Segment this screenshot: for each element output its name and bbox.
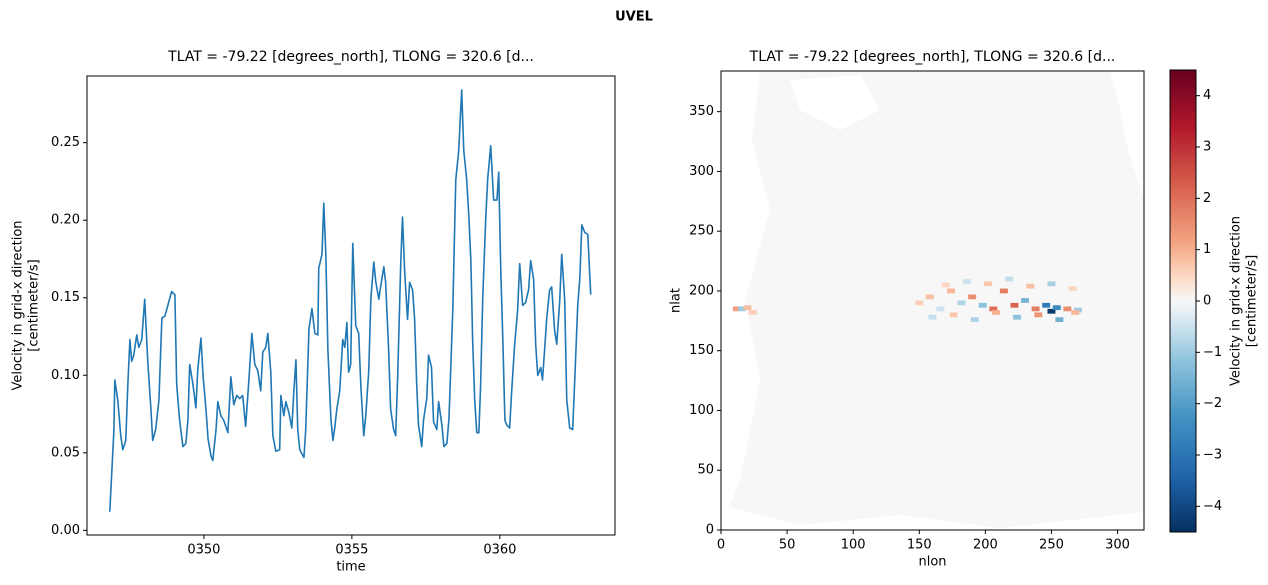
heatmap-cell	[1031, 306, 1040, 312]
heatmap-cell	[1034, 312, 1043, 318]
colorbar-tick-label: −1	[1203, 345, 1222, 360]
y-tick-label: 250	[689, 224, 714, 239]
heatmap-cell	[1013, 314, 1022, 320]
y-tick-label: 200	[689, 283, 714, 298]
x-axis-label: nlon	[918, 555, 946, 570]
colorbar-tick-label: −2	[1203, 396, 1222, 411]
x-tick-label: 0355	[335, 543, 368, 558]
heatmap-cell	[949, 312, 958, 318]
land-mask	[790, 75, 880, 130]
y-tick-label: 0.20	[51, 213, 80, 228]
heatmap-cell	[978, 302, 987, 308]
y-axis-label: nlat	[669, 288, 684, 313]
heatmap-cell	[743, 305, 752, 311]
data-line	[108, 89, 592, 512]
x-tick-label: 0350	[187, 543, 220, 558]
axes-frame	[720, 70, 1145, 531]
heatmap-cell	[968, 294, 977, 300]
y-tick-label: 0.10	[51, 368, 80, 383]
colorbar-tick-label: 2	[1203, 191, 1211, 206]
colorbar-tick-label: 4	[1203, 88, 1211, 103]
heatmap-cell	[984, 281, 992, 287]
heatmap-cell	[1068, 286, 1077, 291]
heatmap-cell	[928, 314, 937, 320]
heatmap-cell	[957, 300, 966, 306]
colorbar-label: Velocity in grid-x direction	[1229, 216, 1244, 386]
heatmap-cell	[962, 278, 971, 284]
heatmap-cell	[947, 288, 955, 294]
y-tick-label: 150	[689, 343, 714, 358]
y-tick-label: 50	[697, 463, 714, 478]
heatmap-cell	[1042, 302, 1051, 308]
field-layer	[721, 71, 1144, 530]
axes-title: TLAT = -79.22 [degrees_north], TLONG = 3…	[167, 49, 534, 65]
heatmap-cell	[936, 306, 945, 312]
y-tick-label: 350	[689, 104, 714, 119]
heatmap-cell	[999, 288, 1008, 294]
axes-frame	[86, 75, 616, 536]
heatmap-cell	[1052, 305, 1061, 311]
heatmap-cell	[1071, 310, 1080, 315]
heatmap-cell	[748, 310, 757, 315]
y-tick-label: 0.25	[51, 135, 80, 150]
heatmap-cell	[1026, 283, 1035, 289]
x-tick-label: 50	[779, 538, 796, 553]
heatmap-cell	[1010, 302, 1019, 308]
y-axis-label: [centimeter/s]	[27, 259, 42, 352]
heatmap-cell	[1063, 306, 1072, 312]
heatmap-cell	[991, 310, 1000, 315]
heatmap-cell	[989, 306, 998, 312]
colorbar-tick-label: −4	[1203, 499, 1222, 514]
heatmap-cell	[1021, 298, 1029, 303]
y-tick-label: 300	[689, 164, 714, 179]
land-mask	[1110, 71, 1144, 200]
land-mask	[721, 505, 1144, 530]
heatmap-cell	[1055, 317, 1064, 323]
x-tick-label: 300	[1105, 538, 1130, 553]
colorbar-tick-label: 1	[1203, 242, 1211, 257]
heatmap-cell	[732, 306, 741, 312]
y-axis-label: Velocity in grid-x direction	[11, 220, 26, 390]
x-tick-label: 250	[1039, 538, 1064, 553]
colorbar-tick-label: 0	[1203, 294, 1211, 309]
ocean-field	[721, 71, 1144, 530]
heatmap-cell	[1005, 276, 1014, 282]
y-tick-label: 0.05	[51, 445, 80, 460]
figure-title: UVEL	[615, 10, 653, 25]
heatmap-cell	[970, 317, 979, 323]
colorbar-label: [centimeter/s]	[1245, 255, 1260, 348]
x-axis-label: time	[336, 560, 365, 575]
y-tick-label: 100	[689, 403, 714, 418]
y-tick-label: 0.15	[51, 290, 80, 305]
heatmap-cell	[738, 306, 747, 312]
heatmap-cell	[1047, 281, 1056, 287]
x-tick-label: 100	[841, 538, 866, 553]
colorbar-tick-label: −3	[1203, 448, 1222, 463]
heatmap-cell	[915, 300, 924, 306]
x-tick-label: 0360	[483, 543, 516, 558]
axes-title: TLAT = -79.22 [degrees_north], TLONG = 3…	[749, 49, 1116, 65]
x-tick-label: 200	[973, 538, 998, 553]
heatmap-cell	[925, 294, 934, 300]
y-tick-label: 0	[706, 523, 714, 538]
x-tick-label: 150	[907, 538, 932, 553]
heatmap-cell	[941, 282, 950, 288]
colorbar-tick-label: 3	[1203, 140, 1211, 155]
x-tick-label: 0	[717, 538, 725, 553]
y-tick-label: 0.00	[51, 523, 80, 538]
land-mask	[721, 71, 770, 530]
colorbar	[1170, 70, 1196, 532]
heatmap-cell	[1047, 308, 1056, 314]
